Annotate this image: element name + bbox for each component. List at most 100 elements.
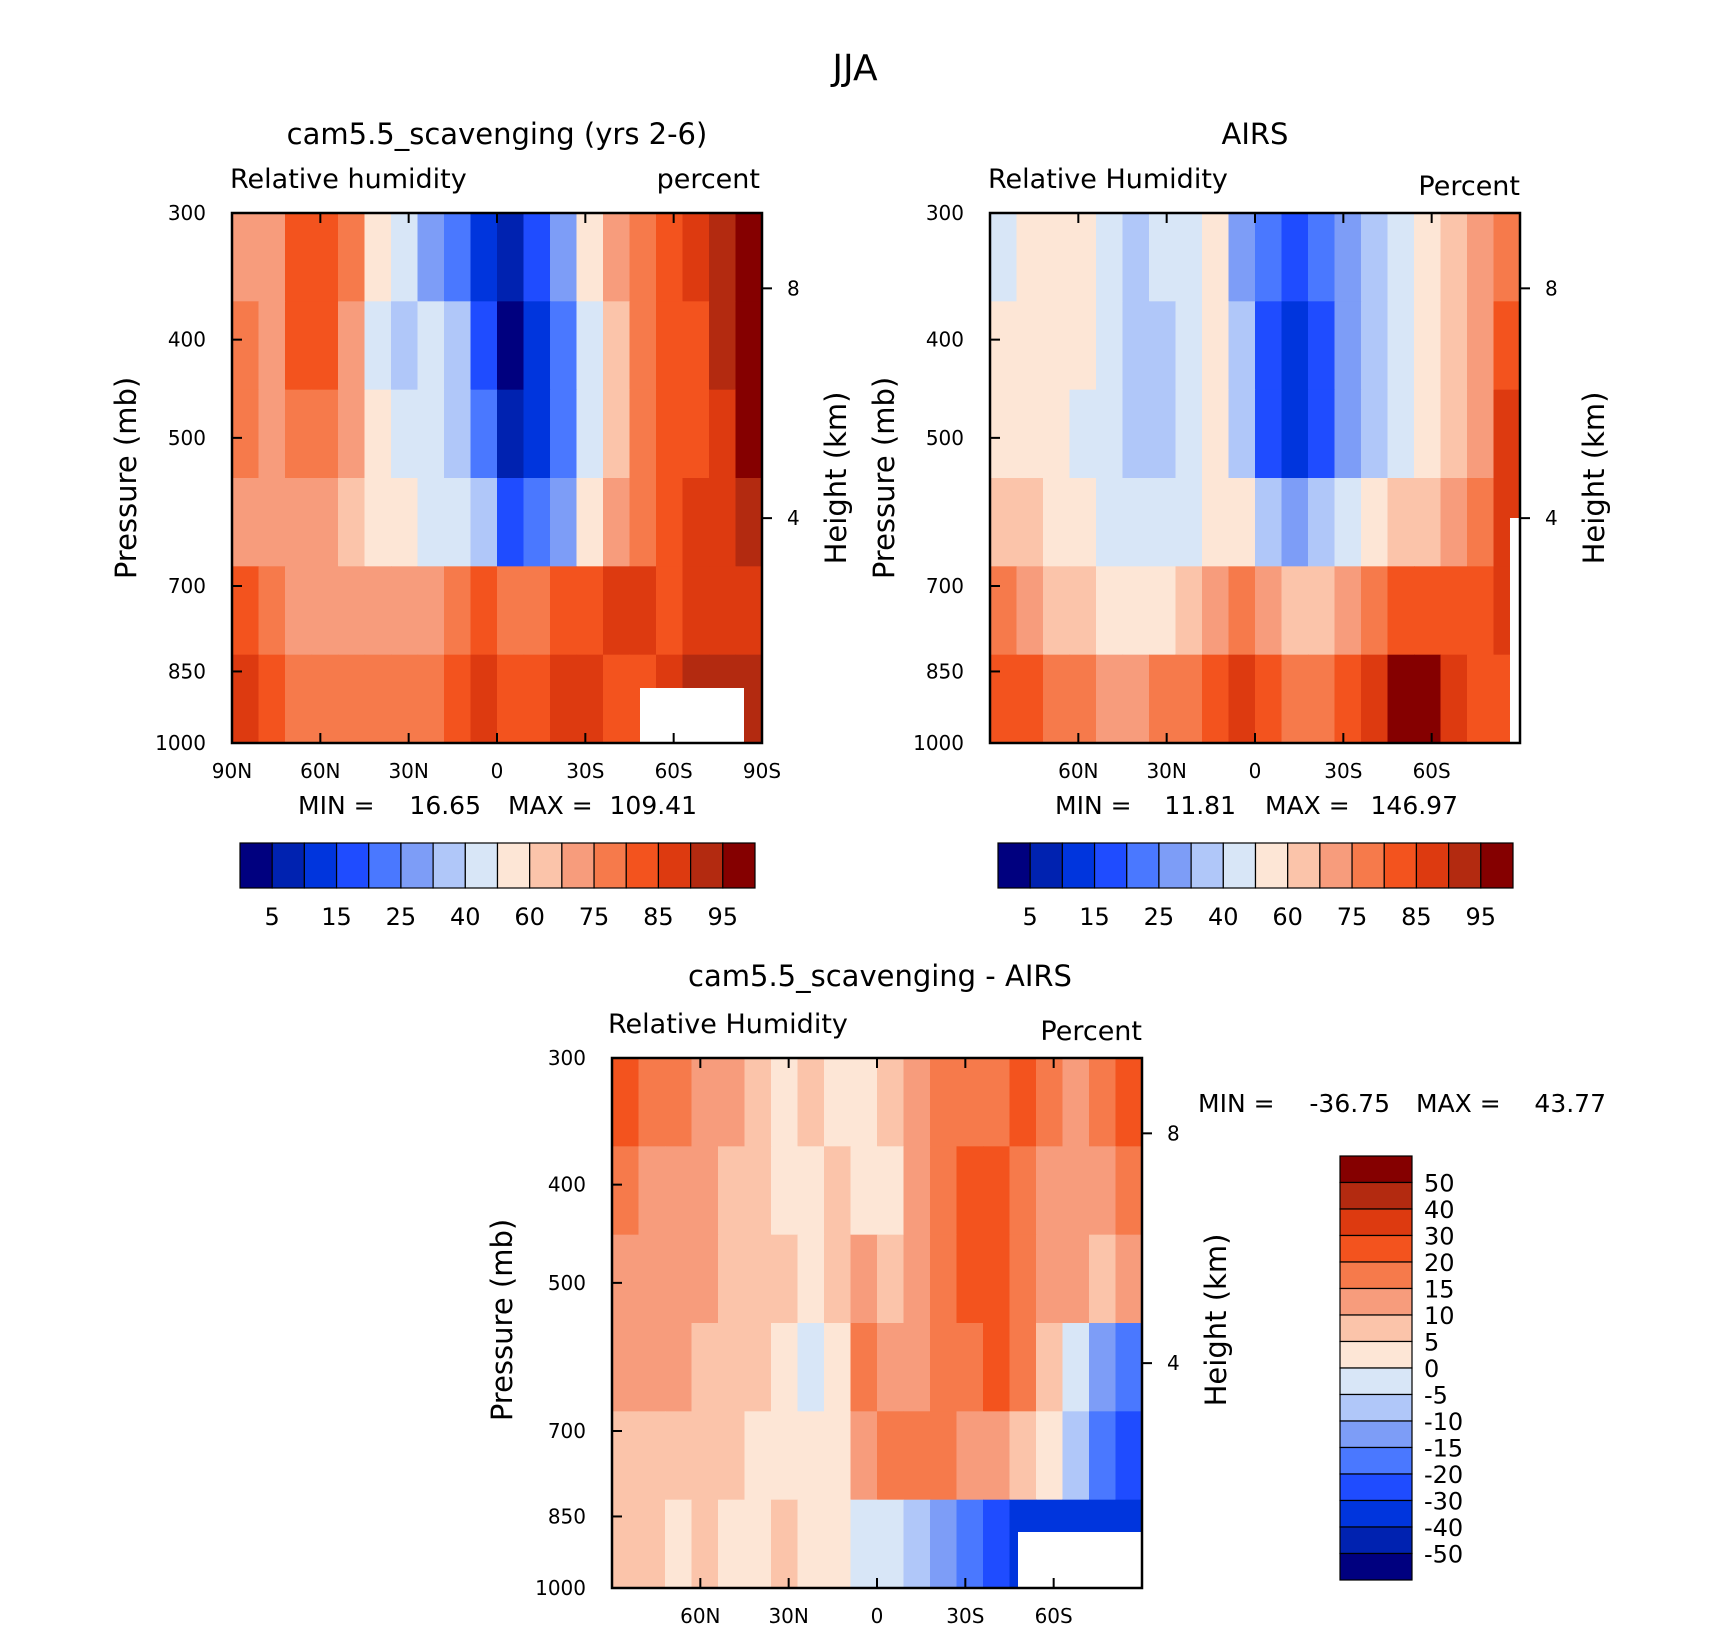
contour-cell [576, 389, 604, 479]
colorbar-box [1448, 842, 1482, 889]
contour-cell [523, 213, 551, 302]
contour-cell [1009, 1058, 1037, 1147]
contour-cell [550, 478, 578, 567]
colorbar-box [239, 842, 273, 889]
contour-cell [1308, 566, 1336, 656]
contour-cell [576, 478, 604, 567]
contour-cell [1493, 389, 1521, 479]
colorbar-label: 40 [450, 903, 481, 931]
x-tick-label: 90S [743, 759, 781, 783]
contour-cell [1228, 566, 1256, 656]
contour-cell [444, 654, 472, 744]
contour-cell [285, 389, 313, 479]
contour-cell [1493, 213, 1521, 302]
contour-cell [1036, 1146, 1064, 1236]
colorbar-label: 75 [1337, 903, 1368, 931]
x-tick-label: 0 [871, 1604, 884, 1628]
panel-diff: cam5.5_scavenging - AIRS Relative Humidi… [485, 959, 1606, 1628]
y-tick-label: 850 [548, 1504, 586, 1528]
contour-cell [1043, 389, 1071, 479]
colorbar-box [1339, 1552, 1413, 1581]
contour-cell [682, 478, 710, 567]
contour-cell [444, 566, 472, 656]
contour-cell [523, 389, 551, 479]
contour-cell [470, 301, 498, 391]
contour-cell [709, 566, 737, 656]
x-tick-label: 60S [1413, 759, 1451, 783]
contour-cell [983, 1146, 1011, 1236]
contour-cell [1414, 566, 1442, 656]
contour-cell [1149, 654, 1177, 744]
colorbar-box [432, 842, 466, 889]
x-tick-label: 60N [300, 759, 340, 783]
contour-cell [1387, 654, 1415, 744]
contour-cell [1096, 301, 1124, 391]
panel-diff-min-value: -36.75 [1309, 1089, 1390, 1118]
contour-cell [444, 478, 472, 567]
panel-model-height-axis: 84 [762, 276, 800, 530]
contour-cell [877, 1234, 905, 1324]
contour-cell [956, 1411, 984, 1501]
contour-cell [285, 301, 313, 391]
colorbar-label: 50 [1424, 1170, 1455, 1198]
contour-cell [232, 654, 260, 744]
contour-cell [1122, 478, 1150, 567]
panel-obs-units-label: Percent [1418, 171, 1520, 202]
contour-cell [1149, 566, 1177, 656]
colorbar-box [1339, 1526, 1413, 1555]
contour-cell [497, 389, 525, 479]
contour-cell [718, 1411, 746, 1501]
contour-cell [1096, 389, 1124, 479]
contour-cell [629, 301, 657, 391]
contour-cell [1334, 301, 1362, 391]
colorbar-box [400, 842, 434, 889]
contour-cell [364, 213, 392, 302]
panel-model-right-label: Height (km) [819, 392, 853, 565]
colorbar-label: 40 [1424, 1196, 1455, 1224]
contour-cell [850, 1411, 878, 1501]
contour-cell [1096, 566, 1124, 656]
x-tick-label: 30S [946, 1604, 984, 1628]
colorbar-label: 25 [386, 903, 417, 931]
contour-cell [771, 1234, 799, 1324]
colorbar-box [1190, 842, 1224, 889]
contour-cell [629, 566, 657, 656]
panel-obs-height-axis: 84 [1520, 276, 1558, 530]
colorbar-label: 40 [1208, 903, 1239, 931]
contour-cell [930, 1411, 958, 1501]
contour-cell [771, 1499, 799, 1589]
contour-cell [523, 566, 551, 656]
contour-cell [956, 1234, 984, 1324]
contour-cell [1361, 301, 1389, 391]
colorbar-label: 95 [1466, 903, 1497, 931]
contour-cell [1175, 478, 1203, 567]
contour-cell [1440, 654, 1468, 744]
contour-cell [1096, 654, 1124, 744]
colorbar-label: 85 [643, 903, 674, 931]
contour-cell [983, 1058, 1011, 1147]
colorbar-box [657, 842, 692, 889]
contour-cell [1255, 478, 1283, 567]
colorbar-label: 15 [1079, 903, 1110, 931]
colorbar-box [690, 842, 724, 889]
contour-cell [1043, 213, 1071, 302]
contour-cell [470, 478, 498, 567]
x-tick-label: 0 [1249, 759, 1262, 783]
contour-cell [709, 478, 737, 567]
contour-cell [638, 1499, 666, 1589]
contour-cell [1069, 654, 1097, 744]
contour-cell [470, 389, 498, 479]
panel-model-max-value: 109.41 [610, 791, 697, 820]
panel-diff-missing-region [1018, 1532, 1142, 1588]
contour-cell [691, 1146, 719, 1236]
contour-cell [1122, 301, 1150, 391]
contour-cell [1387, 389, 1415, 479]
contour-cell [1149, 478, 1177, 567]
colorbar-label: -20 [1424, 1461, 1463, 1489]
contour-cell [497, 478, 525, 567]
contour-cell [603, 654, 631, 744]
contour-cell [1255, 301, 1283, 391]
contour-cell [990, 301, 1018, 391]
contour-cell [1016, 389, 1044, 479]
contour-cell [1062, 1234, 1090, 1324]
